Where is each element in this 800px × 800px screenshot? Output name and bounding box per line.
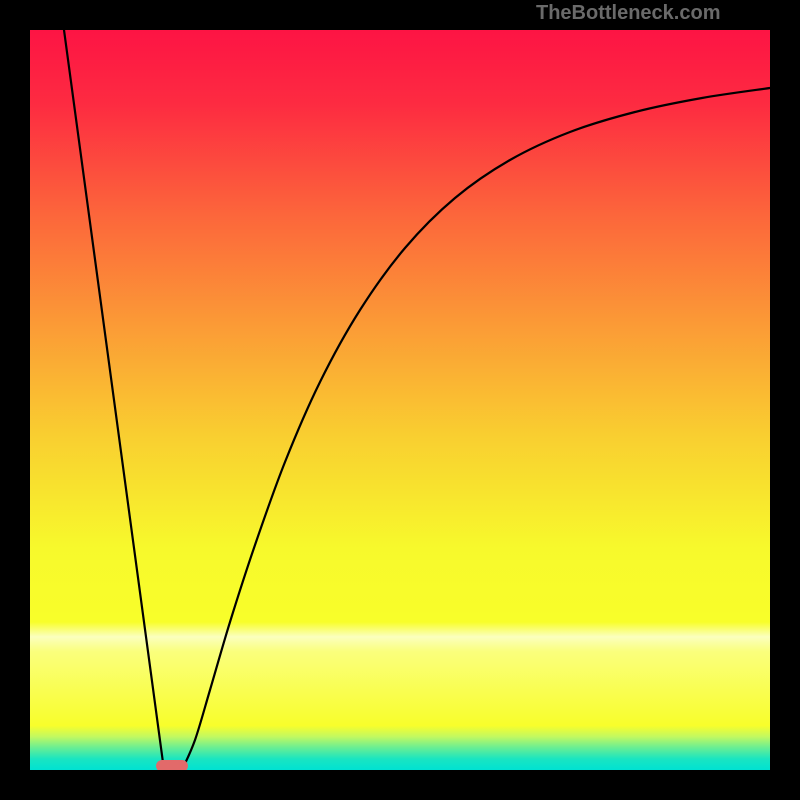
frame-bottom bbox=[0, 770, 800, 800]
minimum-marker bbox=[156, 760, 188, 770]
plot-svg bbox=[30, 30, 770, 770]
plot-area bbox=[30, 30, 770, 770]
frame-left bbox=[0, 0, 30, 800]
chart-container: TheBottleneck.com bbox=[0, 0, 800, 800]
gradient-background bbox=[30, 30, 770, 770]
watermark-text: TheBottleneck.com bbox=[536, 2, 720, 25]
frame-right bbox=[770, 0, 800, 800]
